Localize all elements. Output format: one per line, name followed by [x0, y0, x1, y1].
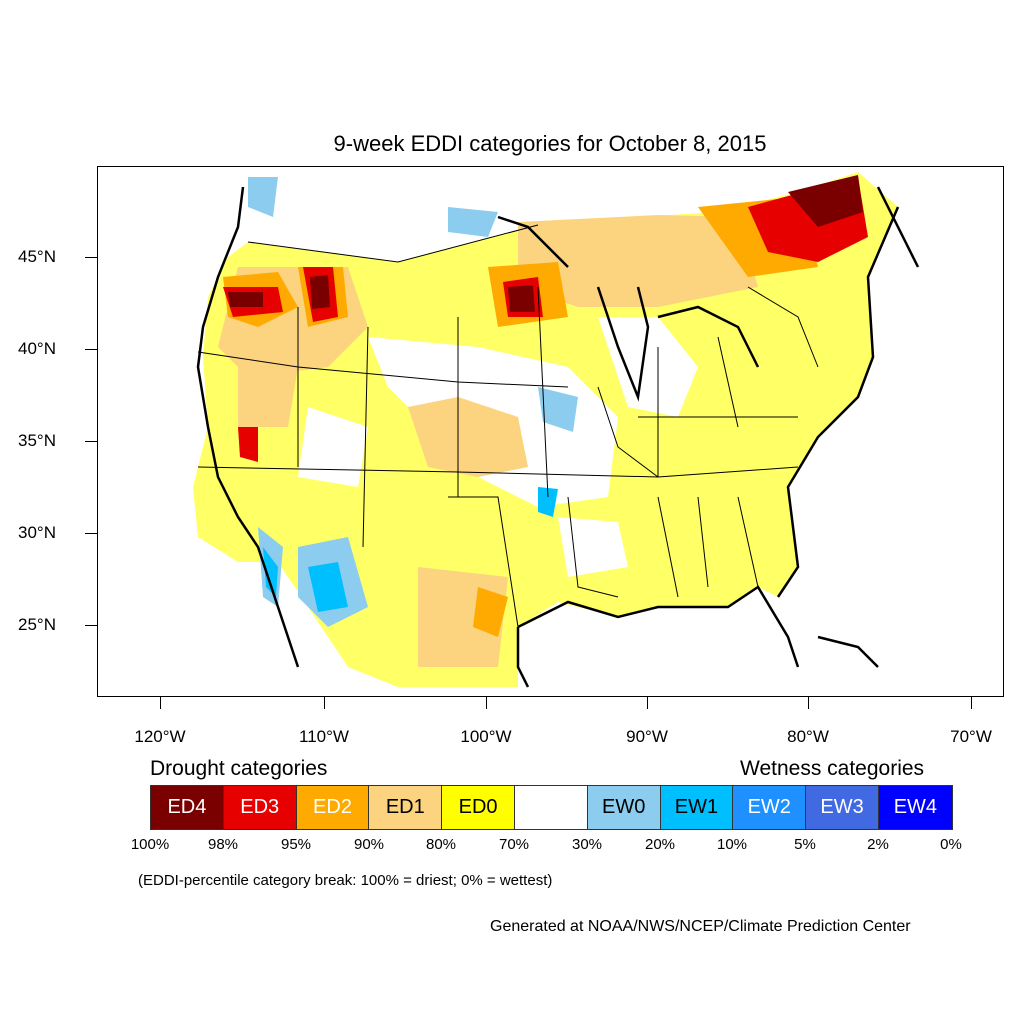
- eddi-map: [97, 166, 1004, 697]
- lat-tick: [85, 441, 97, 442]
- percent-break: 2%: [867, 836, 889, 853]
- percent-break: 70%: [498, 836, 530, 853]
- legend-box-ew0: EW0: [587, 786, 661, 829]
- ed4-region: [508, 285, 535, 312]
- map-title: 9-week EDDI categories for October 8, 20…: [333, 131, 767, 156]
- legend-box-ed4: ED4: [151, 786, 224, 829]
- ed1-region: [408, 397, 528, 477]
- legend-box-ew3: EW3: [806, 786, 879, 829]
- legend-box-ew2: EW2: [733, 786, 807, 829]
- percent-break: 95%: [280, 836, 312, 853]
- legend-box-ed0: ED0: [442, 786, 515, 829]
- legend-box-ew4: EW4: [878, 786, 952, 829]
- percent-break: 30%: [571, 836, 603, 853]
- lat-tick: [85, 625, 97, 626]
- ew0-region: [248, 177, 278, 217]
- legend-box-ew1: EW1: [660, 786, 734, 829]
- ew1-region: [263, 547, 278, 597]
- legend-box-ed3: ED3: [223, 786, 297, 829]
- legend-label: ED4: [167, 796, 207, 818]
- legend-label: ED3: [240, 796, 280, 818]
- ed3-region: [238, 427, 258, 462]
- percent-break: 10%: [716, 836, 748, 853]
- percent-break: 98%: [207, 836, 239, 853]
- legend-label: ED0: [458, 796, 498, 818]
- lon-tick: [160, 697, 161, 709]
- lat-tick: [85, 257, 97, 258]
- lat-label: 30°N: [18, 523, 56, 542]
- lat-label: 40°N: [18, 339, 56, 358]
- percent-break: 0%: [940, 836, 962, 853]
- drought-categories-heading: Drought categories: [150, 757, 328, 780]
- lat-label: 45°N: [18, 247, 56, 266]
- ed4-region: [788, 175, 863, 227]
- lat-label: 35°N: [18, 431, 56, 450]
- lon-label: 90°W: [626, 727, 668, 746]
- percent-break: 100%: [130, 836, 170, 853]
- ed1-region: [238, 357, 298, 427]
- coastlines: [196, 186, 920, 688]
- ew1-region: [308, 562, 348, 612]
- percent-break: 20%: [644, 836, 676, 853]
- lon-tick: [324, 697, 325, 709]
- legend-label: EW1: [674, 796, 719, 818]
- lat-tick: [85, 349, 97, 350]
- legend-box-ed1: ED1: [369, 786, 443, 829]
- lon-tick: [486, 697, 487, 709]
- ed4-region: [228, 292, 263, 307]
- state-boundaries: [197, 224, 819, 628]
- ed2-region: [473, 587, 508, 637]
- credit-line: Generated at NOAA/NWS/NCEP/Climate Predi…: [490, 918, 911, 935]
- legend-label: ED1: [385, 796, 425, 818]
- lon-label: 70°W: [950, 727, 992, 746]
- percent-break: 5%: [794, 836, 816, 853]
- near-normal-region: [558, 517, 628, 577]
- lon-label: 110°W: [299, 727, 349, 746]
- legend-label: EW0: [602, 796, 646, 818]
- ew0-region: [448, 207, 498, 237]
- percent-break: 80%: [425, 836, 457, 853]
- lat-label: 25°N: [18, 615, 56, 634]
- lon-label: 100°W: [460, 727, 512, 746]
- lon-tick: [647, 697, 648, 709]
- ew0-region: [538, 387, 578, 432]
- near-normal-region: [298, 407, 368, 487]
- legend-label: EW4: [893, 796, 938, 818]
- ed4-region: [310, 275, 330, 309]
- legend-label: EW2: [747, 796, 791, 818]
- ew1-region: [538, 487, 558, 517]
- category-legend: ED4 ED3 ED2 ED1 ED0 EW0 EW1 EW2 EW3 EW4: [150, 785, 953, 830]
- legend-label: ED2: [313, 796, 352, 818]
- ed1-region: [518, 215, 758, 307]
- percent-break: 90%: [353, 836, 385, 853]
- legend-box-ed2: ED2: [296, 786, 370, 829]
- lon-tick: [971, 697, 972, 709]
- lat-tick: [85, 533, 97, 534]
- lon-tick: [808, 697, 809, 709]
- legend-box-normal: [514, 786, 588, 829]
- near-normal-region: [598, 317, 698, 417]
- lon-label: 80°W: [787, 727, 829, 746]
- legend-label: EW3: [820, 796, 864, 818]
- conus-map-graphic: [193, 172, 920, 688]
- category-break-note: (EDDI-percentile category break: 100% = …: [138, 872, 553, 889]
- lon-label: 120°W: [134, 727, 186, 746]
- wetness-categories-heading: Wetness categories: [740, 757, 925, 780]
